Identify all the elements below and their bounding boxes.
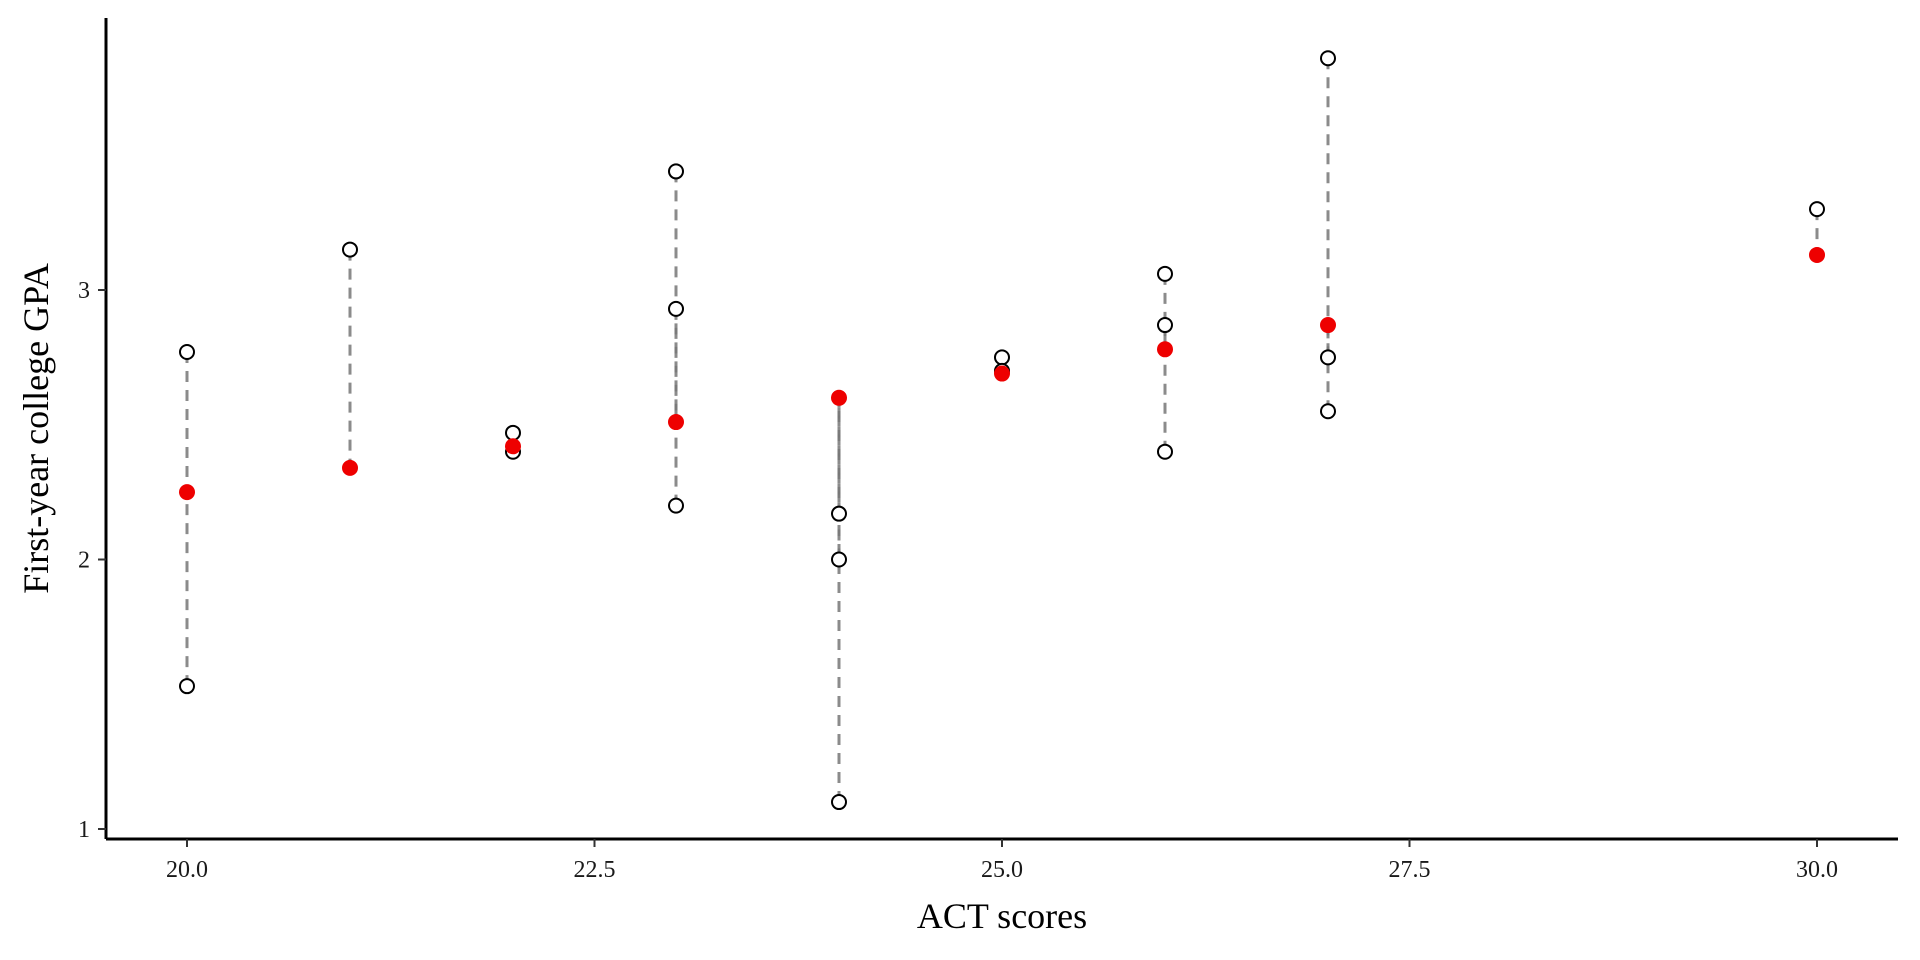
points-layer bbox=[179, 50, 1825, 811]
observed-point bbox=[994, 349, 1010, 366]
y-tick-label: 3 bbox=[78, 278, 90, 304]
observed-point bbox=[342, 241, 358, 258]
observed-point bbox=[668, 497, 684, 514]
x-tick-label: 25.0 bbox=[981, 857, 1023, 883]
observed-point bbox=[179, 343, 195, 360]
group-mean-point bbox=[831, 389, 847, 406]
observed-point bbox=[668, 163, 684, 180]
y-tick-label: 2 bbox=[78, 548, 90, 574]
group-mean-point bbox=[994, 365, 1010, 382]
residual-segments-layer bbox=[185, 58, 1819, 803]
observed-point bbox=[1157, 265, 1173, 282]
observed-point bbox=[1320, 50, 1336, 67]
group-mean-point bbox=[668, 414, 684, 431]
group-mean-point bbox=[505, 438, 521, 455]
observed-point bbox=[831, 794, 847, 811]
x-tick-label: 20.0 bbox=[166, 857, 208, 883]
group-mean-point bbox=[1320, 317, 1336, 334]
observed-point bbox=[831, 505, 847, 522]
group-mean-point bbox=[179, 484, 195, 501]
observed-point bbox=[1320, 349, 1336, 366]
x-tick-label: 30.0 bbox=[1796, 857, 1838, 883]
observed-point bbox=[1157, 317, 1173, 334]
axes-layer bbox=[104, 18, 1898, 841]
group-mean-point bbox=[342, 459, 358, 476]
ticks-layer: 20.0 22.5 25.0 27.5 30.0 1 2 3 bbox=[78, 278, 1838, 883]
x-axis-title: ACT scores bbox=[917, 896, 1087, 936]
group-mean-point bbox=[1809, 246, 1825, 263]
observed-point bbox=[1809, 201, 1825, 218]
observed-point bbox=[668, 300, 684, 317]
observed-point bbox=[505, 424, 521, 441]
observed-point bbox=[1157, 443, 1173, 460]
y-tick-label: 1 bbox=[78, 817, 90, 843]
observed-point bbox=[831, 551, 847, 568]
observed-point bbox=[179, 678, 195, 695]
x-tick-label: 22.5 bbox=[574, 857, 616, 883]
group-mean-point bbox=[1157, 341, 1173, 358]
y-axis-title: First-year college GPA bbox=[16, 263, 56, 594]
observed-point bbox=[1320, 403, 1336, 420]
x-tick-label: 27.5 bbox=[1389, 857, 1431, 883]
